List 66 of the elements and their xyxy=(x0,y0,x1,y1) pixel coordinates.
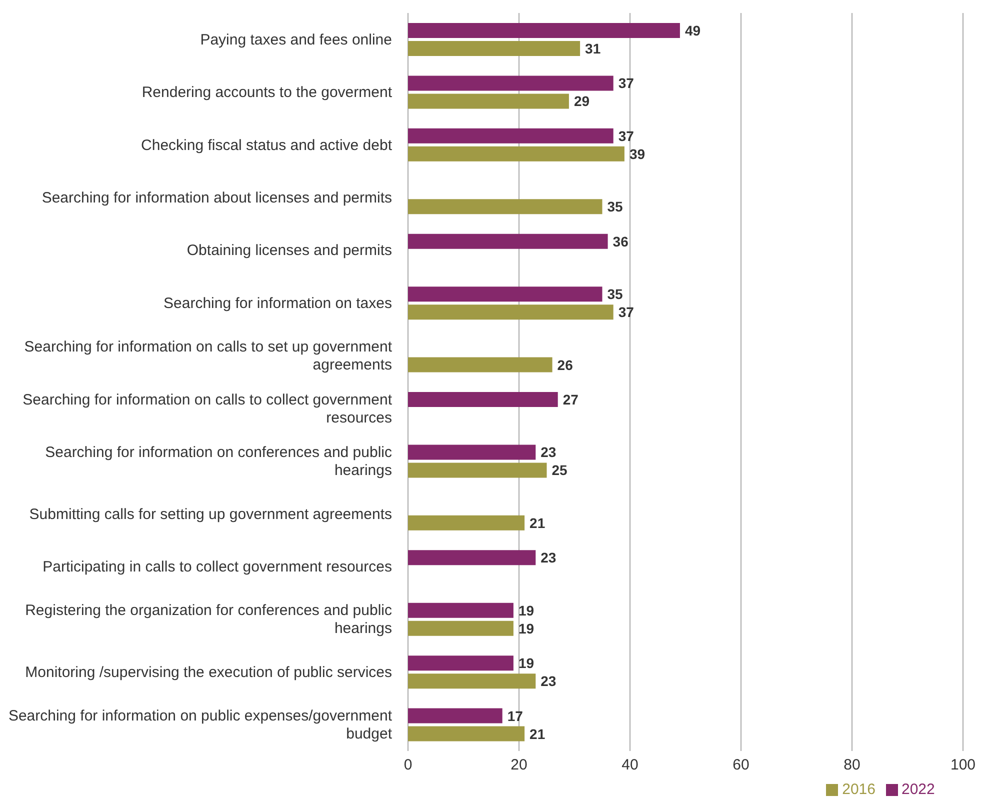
y-tick-label: Searching for information on taxes xyxy=(164,294,392,312)
bar xyxy=(408,41,580,56)
bar xyxy=(408,128,614,144)
y-tick-label: Obtaining licenses and permits xyxy=(186,242,392,260)
y-tick-label: Submitting calls for setting up government agreements xyxy=(29,506,392,523)
data-label: 19 xyxy=(518,602,534,618)
x-tick-label: 80 xyxy=(844,756,860,774)
data-label: 26 xyxy=(557,356,574,373)
data-label: 23 xyxy=(540,673,556,690)
data-label: 29 xyxy=(574,93,590,110)
data-label: 19 xyxy=(518,620,534,636)
data-label: 36 xyxy=(612,233,629,250)
data-label: 27 xyxy=(562,391,579,408)
bar xyxy=(408,515,525,530)
y-tick-label: Registering the organization for conferences and public hearings xyxy=(25,602,392,638)
legend-label: 2022 xyxy=(902,781,935,798)
y-tick-label: Checking fiscal status and active debt xyxy=(141,136,393,154)
y-tick-label: Participating in calls to collect government resources xyxy=(42,558,392,576)
y-tick-label: Searching for information about licenses and permits xyxy=(42,190,392,206)
bar xyxy=(408,234,608,249)
bar xyxy=(408,304,614,320)
y-tick-label: Rendering accounts to the goverment xyxy=(142,84,393,102)
data-label: 31 xyxy=(585,40,601,56)
data-label: 37 xyxy=(618,128,634,144)
bar xyxy=(408,726,525,742)
bar xyxy=(408,674,536,689)
y-tick-label: Searching for information on calls to set up government agreements xyxy=(24,338,393,374)
data-label: 19 xyxy=(518,655,534,672)
bar xyxy=(408,708,502,724)
y-tick-label: Paying taxes and fees online xyxy=(200,31,392,48)
y-tick-label: Searching for information on calls to collect government resources xyxy=(22,391,393,426)
data-label: 49 xyxy=(684,22,701,38)
bar xyxy=(408,620,514,636)
y-tick-label: Searching for information on public expenses/government budget xyxy=(8,708,393,743)
bar xyxy=(408,444,536,460)
data-label: 23 xyxy=(540,550,556,566)
x-tick-label: 60 xyxy=(732,756,750,774)
bar xyxy=(408,462,547,478)
x-tick-label: 100 xyxy=(950,756,976,774)
bar xyxy=(408,550,536,566)
bar xyxy=(408,357,552,372)
bar xyxy=(408,199,602,214)
data-label: 17 xyxy=(507,708,524,724)
bar xyxy=(408,146,624,162)
x-tick-label: 20 xyxy=(510,756,528,774)
bar xyxy=(408,76,614,91)
data-label: 39 xyxy=(629,146,646,162)
bar xyxy=(408,656,514,671)
legend-label: 2016 xyxy=(842,781,876,798)
bar xyxy=(408,286,602,302)
bar xyxy=(408,392,558,407)
y-tick-label: Monitoring /supervising the execution of public services xyxy=(25,664,392,681)
bar xyxy=(408,602,514,618)
bar xyxy=(408,94,569,109)
x-tick-label: 40 xyxy=(622,756,638,774)
bar xyxy=(408,23,680,38)
data-label: 21 xyxy=(530,726,546,742)
x-tick-label: 0 xyxy=(404,756,412,774)
data-label: 37 xyxy=(618,75,634,92)
data-label: 35 xyxy=(607,198,624,215)
data-label: 35 xyxy=(607,286,624,302)
data-label: 23 xyxy=(540,444,556,460)
data-label: 21 xyxy=(530,514,546,531)
y-tick-label: Searching for information on conferences and public hearings xyxy=(45,444,392,480)
data-label: 37 xyxy=(618,304,634,320)
data-label: 25 xyxy=(552,462,568,478)
